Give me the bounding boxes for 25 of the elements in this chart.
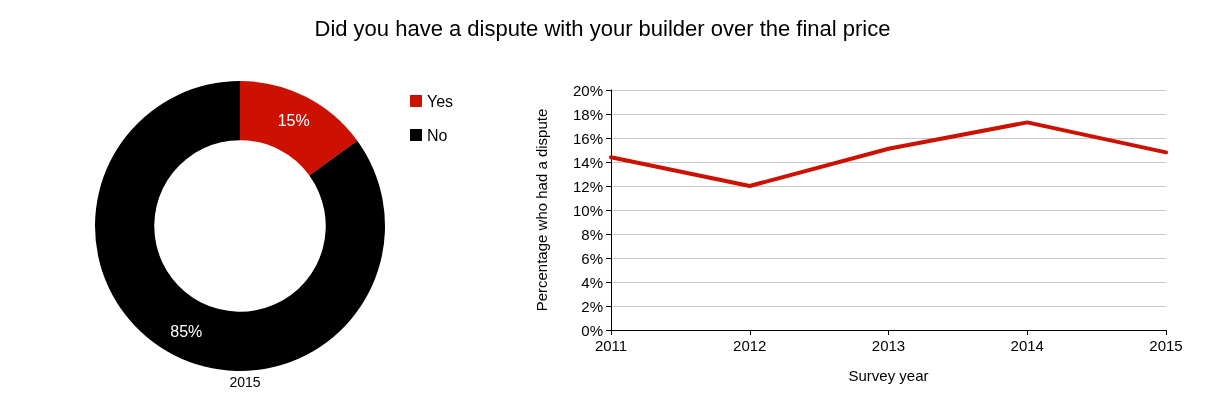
line-series: [609, 120, 1168, 188]
x-tick-label: 2013: [871, 337, 906, 354]
text: Did you have a dispute with your builder over the final price: [313, 16, 892, 42]
data-label: 15%: [277, 112, 310, 130]
y-tick-label: 16%: [572, 129, 603, 147]
y-tick-label: 4%: [581, 273, 603, 291]
text: 2015: [229, 374, 261, 390]
y-tick-label: 12%: [572, 177, 603, 195]
y-tick-label: 6%: [581, 249, 603, 267]
legend-label: Yes: [427, 92, 454, 110]
x-tick-label: 2014: [1010, 337, 1044, 354]
y-tick-label: 8%: [581, 225, 603, 243]
x-tick-label: 2015: [1149, 337, 1183, 354]
y-axis-title: Percentage who had a dispute: [533, 108, 550, 312]
y-tick-label: 2%: [581, 297, 603, 315]
x-tick-label: 2012: [733, 337, 767, 354]
x-axis-title: Survey year: [848, 367, 929, 384]
y-tick-label: 0%: [581, 321, 603, 339]
y-tick-label: 10%: [572, 201, 603, 219]
legend-label: No: [427, 126, 448, 144]
y-tick-label: 20%: [572, 81, 603, 99]
data-label: 85%: [170, 322, 203, 340]
x-tick-label: 2011: [594, 337, 628, 354]
y-tick-label: 18%: [572, 105, 603, 123]
y-tick-label: 14%: [572, 153, 603, 171]
